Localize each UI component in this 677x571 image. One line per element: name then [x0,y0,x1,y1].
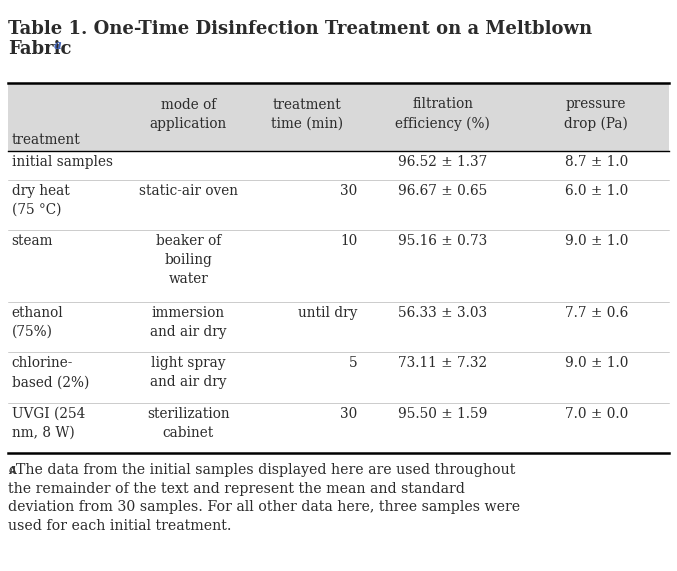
Text: sterilization
cabinet: sterilization cabinet [147,407,230,440]
Text: 56.33 ± 3.03: 56.33 ± 3.03 [398,306,487,320]
Text: 30: 30 [341,407,357,421]
Text: 96.67 ± 0.65: 96.67 ± 0.65 [398,184,487,198]
Text: 6.0 ± 1.0: 6.0 ± 1.0 [565,184,628,198]
Text: treatment
time (min): treatment time (min) [271,98,343,131]
Text: light spray
and air dry: light spray and air dry [150,356,226,389]
Text: 8.7 ± 1.0: 8.7 ± 1.0 [565,155,628,170]
Text: static-air oven: static-air oven [139,184,238,198]
Bar [8,83,669,151]
Text: a: a [8,463,15,476]
Text: mode of
application: mode of application [150,98,227,131]
Text: Table 1. One-Time Disinfection Treatment on a Meltblown: Table 1. One-Time Disinfection Treatment… [8,20,592,38]
Text: 7.0 ± 0.0: 7.0 ± 0.0 [565,407,628,421]
Text: pressure
drop (Pa): pressure drop (Pa) [564,98,628,131]
Text: 95.16 ± 0.73: 95.16 ± 0.73 [398,234,487,248]
Text: dry heat
(75 °C): dry heat (75 °C) [12,184,69,217]
Text: chlorine-
based (2%): chlorine- based (2%) [12,356,89,389]
Text: 96.52 ± 1.37: 96.52 ± 1.37 [398,155,487,170]
Text: ethanol
(75%): ethanol (75%) [12,306,63,339]
Text: until dry: until dry [298,306,357,320]
Text: beaker of
boiling
water: beaker of boiling water [156,234,221,286]
Text: initial samples: initial samples [12,155,112,170]
Text: 9.0 ± 1.0: 9.0 ± 1.0 [565,234,628,248]
Text: 73.11 ± 7.32: 73.11 ± 7.32 [398,356,487,371]
Text: treatment: treatment [12,132,81,147]
Text: immersion
and air dry: immersion and air dry [150,306,226,339]
Text: 9.0 ± 1.0: 9.0 ± 1.0 [565,356,628,371]
Text: 7.7 ± 0.6: 7.7 ± 0.6 [565,306,628,320]
Text: 5: 5 [349,356,357,371]
Text: steam: steam [12,234,53,248]
Text: Fabric: Fabric [8,40,72,58]
Text: 30: 30 [341,184,357,198]
Text: a: a [54,39,62,53]
Text: UVGI (254
nm, 8 W): UVGI (254 nm, 8 W) [12,407,85,440]
Text: 10: 10 [341,234,357,248]
Text: filtration
efficiency (%): filtration efficiency (%) [395,98,490,131]
Text: 95.50 ± 1.59: 95.50 ± 1.59 [398,407,487,421]
Text: ᴀThe data from the initial samples displayed here are used throughout
the remain: ᴀThe data from the initial samples displ… [8,463,520,533]
